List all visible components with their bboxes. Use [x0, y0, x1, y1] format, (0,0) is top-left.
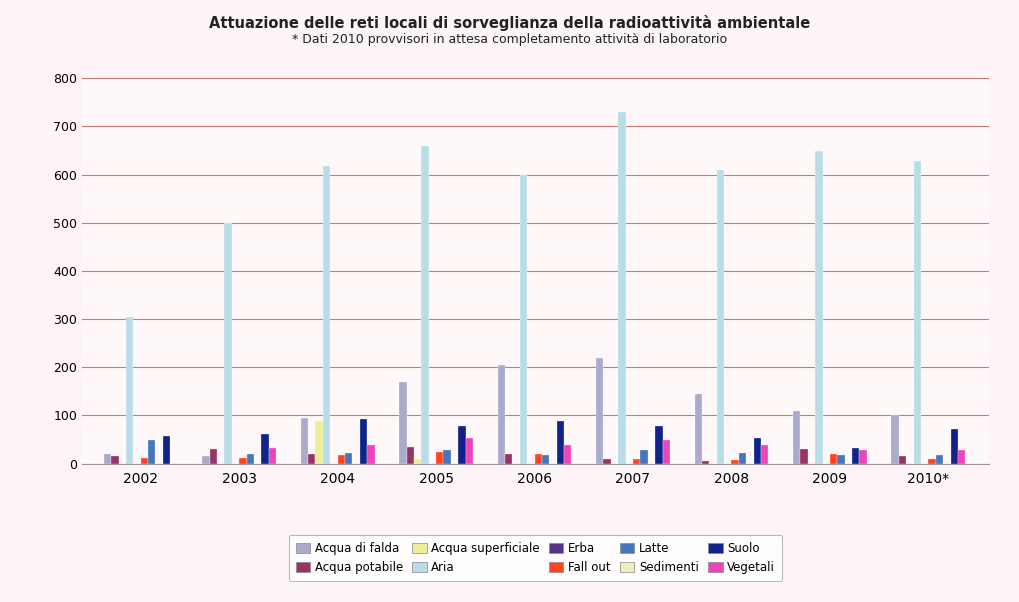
Bar: [497, 365, 504, 464]
Bar: [125, 317, 133, 464]
Bar: [618, 112, 625, 464]
Bar: [308, 454, 315, 464]
Text: Attuazione delle reti locali di sorveglianza della radioattività ambientale: Attuazione delle reti locali di sorvegli…: [209, 15, 810, 31]
Bar: [407, 447, 414, 464]
Bar: [716, 170, 723, 464]
Bar: [202, 456, 209, 464]
Bar: [360, 419, 367, 464]
Bar: [268, 448, 276, 464]
Bar: [957, 450, 964, 464]
Bar: [851, 448, 859, 464]
Bar: [934, 455, 943, 464]
Bar: [421, 146, 428, 464]
Bar: [398, 382, 407, 464]
Bar: [891, 415, 898, 464]
Bar: [800, 449, 807, 464]
Bar: [141, 458, 148, 464]
Bar: [301, 418, 308, 464]
Bar: [694, 394, 701, 464]
Text: * Dati 2010 provvisori in attesa completamento attività di laboratorio: * Dati 2010 provvisori in attesa complet…: [292, 33, 727, 46]
Bar: [927, 459, 934, 464]
Bar: [322, 166, 330, 464]
Bar: [436, 452, 443, 464]
Bar: [541, 455, 549, 464]
Bar: [520, 175, 527, 464]
Bar: [209, 449, 217, 464]
Bar: [837, 455, 844, 464]
Bar: [792, 411, 800, 464]
Bar: [443, 450, 450, 464]
Bar: [458, 426, 465, 464]
Bar: [556, 421, 564, 464]
Bar: [898, 456, 905, 464]
Bar: [913, 161, 920, 464]
Bar: [163, 436, 170, 464]
Bar: [654, 426, 662, 464]
Bar: [465, 438, 473, 464]
Bar: [564, 445, 571, 464]
Bar: [731, 460, 738, 464]
Bar: [595, 358, 603, 464]
Bar: [859, 450, 866, 464]
Bar: [738, 453, 746, 464]
Bar: [662, 441, 669, 464]
Bar: [224, 223, 231, 464]
Bar: [814, 152, 821, 464]
Bar: [753, 438, 760, 464]
Bar: [104, 454, 111, 464]
Bar: [701, 461, 708, 464]
Bar: [148, 441, 155, 464]
Legend: Acqua di falda, Acqua potabile, Acqua superficiale, Aria, Erba, Fall out, Latte,: Acqua di falda, Acqua potabile, Acqua su…: [288, 535, 782, 581]
Bar: [247, 454, 254, 464]
Bar: [315, 421, 322, 464]
Bar: [414, 459, 421, 464]
Bar: [367, 445, 374, 464]
Bar: [640, 450, 647, 464]
Bar: [534, 454, 541, 464]
Bar: [238, 458, 247, 464]
Bar: [760, 445, 767, 464]
Bar: [603, 459, 610, 464]
Bar: [950, 429, 957, 464]
Bar: [111, 456, 118, 464]
Bar: [337, 455, 344, 464]
Bar: [261, 433, 268, 464]
Bar: [829, 454, 837, 464]
Bar: [633, 459, 640, 464]
Bar: [504, 454, 512, 464]
Bar: [344, 453, 352, 464]
